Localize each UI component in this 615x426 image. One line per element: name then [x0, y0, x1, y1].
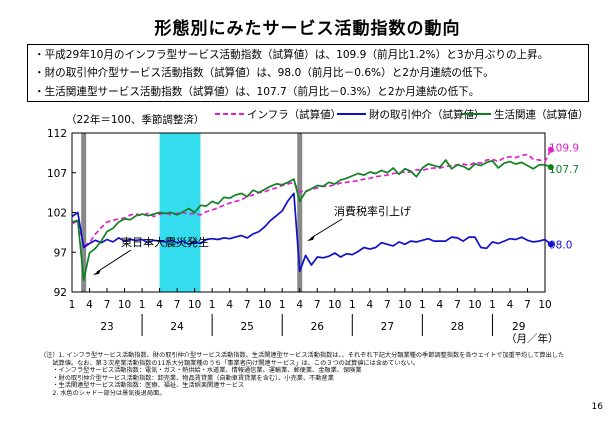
summary-line-trade: ・財の取引仲介型サービス活動指数（試算値）は、98.0（前月比－0.6%）と2か…: [34, 67, 494, 80]
y-tick-label: 112: [47, 128, 67, 140]
x-tick-label: 10: [398, 299, 411, 311]
annotation-arrowhead: [93, 269, 101, 275]
page-number: 16: [591, 402, 603, 412]
x-year-label: 24: [170, 321, 184, 333]
series-line-living: [71, 159, 552, 281]
y-tick-label: 102: [47, 208, 67, 220]
x-tick-label: 7: [524, 299, 531, 311]
x-tick-label: 10: [468, 299, 481, 311]
x-tick-label: 7: [174, 299, 181, 311]
x-tick-label: 4: [86, 299, 93, 311]
event-bar: [81, 133, 87, 292]
x-tick-label: 4: [366, 299, 373, 311]
series-line-trade: [71, 192, 552, 273]
x-tick-label: 10: [328, 299, 341, 311]
x-tick-label: 7: [384, 299, 391, 311]
x-tick-label: 1: [209, 299, 216, 311]
summary-line-infra: ・平成29年10月のインフラ型サービス活動指数（試算値）は、109.9（前月比1…: [34, 49, 549, 61]
y-tick-label: 107: [47, 168, 67, 180]
x-year-label: 28: [451, 321, 464, 333]
x-tick-label: 10: [258, 299, 271, 311]
x-tick-label: 10: [538, 299, 551, 311]
x-tick-label: 1: [489, 299, 496, 311]
annotation-arrowhead: [307, 235, 315, 241]
x-tick-label: 4: [437, 299, 444, 311]
x-unit-label: （月／年）: [506, 332, 559, 345]
footnote-line: （注）1. インフラ型サービス活動指数、財の取引仲介型サービス活動指数、生活関連…: [40, 352, 565, 359]
x-tick-label: 7: [454, 299, 461, 311]
end-value-label: 107.7: [549, 164, 579, 176]
footnote-line: ・インフラ型サービス活動指数：電気・ガス・熱供給・水道業、情報通信業、運輸業、郵…: [40, 367, 362, 375]
legend-label: インフラ（試算値）: [247, 108, 341, 121]
legend-label: 生活関連（試算値）: [494, 108, 589, 121]
legend-label: 財の取引仲介（試算値）: [369, 108, 485, 121]
x-tick-label: 4: [156, 299, 163, 311]
x-year-label: 26: [311, 321, 325, 333]
series-line-infra: [71, 149, 552, 247]
unit-label: （22年＝100、季節調整済）: [66, 113, 204, 126]
footnote-line: ・財の取引仲介型サービス活動指数：卸売業、物品賃貸業（自動車賃貸業を含む）、小売…: [40, 374, 334, 382]
x-tick-label: 1: [419, 299, 426, 311]
page-title: 形態別にみたサービス活動指数の動向: [154, 19, 461, 39]
series-endpoint: [547, 146, 554, 153]
summary-box: ・平成29年10月のインフラ型サービス活動指数（試算値）は、109.9（前月比1…: [27, 44, 589, 102]
footnote-line: ・生活関連型サービス活動指数：医療、福祉、生活娯楽関連サービス: [40, 382, 245, 390]
x-tick-label: 1: [349, 299, 356, 311]
x-tick-label: 10: [118, 299, 131, 311]
x-year-label: 25: [240, 321, 253, 333]
x-tick-label: 10: [188, 299, 201, 311]
x-tick-label: 7: [314, 299, 321, 311]
x-tick-label: 4: [296, 299, 303, 311]
x-tick-label: 1: [69, 299, 76, 311]
x-year-label: 27: [381, 321, 394, 333]
x-tick-label: 4: [226, 299, 233, 311]
x-tick-label: 1: [139, 299, 146, 311]
x-tick-label: 7: [104, 299, 111, 311]
y-tick-label: 97: [54, 247, 67, 259]
footnote-line: 2. 水色のシャドー部分は景気後退局面。: [40, 389, 166, 397]
footnote-line: 試算値。なお、第３次産業活動指数の11系大分類業種のうち「事業者向け関連サービス…: [40, 359, 420, 367]
annotation-earthquake: 東日本大震災発生: [121, 235, 209, 249]
end-value-label: 98.0: [549, 239, 572, 251]
end-value-label: 109.9: [549, 143, 579, 155]
series-endpoint: [547, 241, 554, 248]
event-bar: [297, 133, 303, 292]
series-endpoint: [547, 164, 554, 171]
x-tick-label: 7: [244, 299, 251, 311]
y-tick-label: 92: [54, 287, 67, 299]
plot-area: [71, 132, 546, 293]
x-year-label: 23: [100, 321, 113, 333]
x-year-label: 29: [512, 321, 525, 333]
annotation-arrow: [310, 218, 343, 239]
annotation-tax-hike: 消費税率引上げ: [334, 204, 411, 218]
summary-line-living: ・生活関連型サービス活動指数（試算値）は、107.7（前月比－0.3%）と2か月…: [34, 85, 480, 98]
footnotes: （注）1. インフラ型サービス活動指数、財の取引仲介型サービス活動指数、生活関連…: [40, 352, 590, 398]
annotation-arrow: [96, 249, 132, 273]
x-tick-label: 4: [507, 299, 514, 311]
x-tick-label: 1: [279, 299, 286, 311]
